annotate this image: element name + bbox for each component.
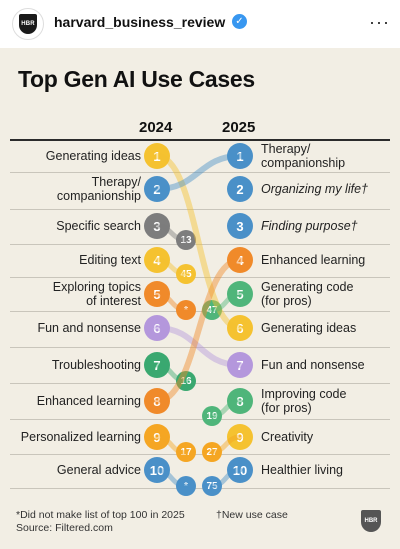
rank-2024-badge: 10 — [144, 457, 170, 483]
moved-rank-badge: 45 — [176, 264, 196, 284]
general-advice-line — [154, 467, 189, 489]
rank-2025-badge: 6 — [227, 315, 253, 341]
rank-2025-badge: 7 — [227, 352, 253, 378]
rank-2025-badge: 1 — [227, 143, 253, 169]
moved-rank-badge: 47 — [202, 300, 222, 320]
row-divider — [10, 244, 390, 245]
generating-code-line — [209, 291, 243, 313]
troubleshooting-line — [154, 362, 189, 384]
therapy-line — [154, 153, 243, 192]
rank-2024-badge: 1 — [144, 143, 170, 169]
rank-2024-badge: 7 — [144, 352, 170, 378]
rank-2024-badge: 4 — [144, 247, 170, 273]
rank-2024-badge: 6 — [144, 315, 170, 341]
row-divider — [10, 383, 390, 384]
fun-nonsense-line — [154, 325, 243, 368]
rank-2024-badge: 8 — [144, 388, 170, 414]
verified-badge-icon: ✓ — [232, 14, 247, 29]
rank-2024-badge: 9 — [144, 424, 170, 450]
rank-2025-badge: 9 — [227, 424, 253, 450]
use-case-2025-label: Improving code (for pros) — [261, 387, 347, 415]
use-case-2025-label: Organizing my life† — [261, 182, 368, 196]
specific-search-line — [154, 223, 189, 243]
row-divider — [10, 419, 390, 420]
avatar[interactable]: HBR — [12, 8, 44, 40]
column-header-2024: 2024 — [139, 119, 173, 136]
use-case-2024-label: Generating ideas — [45, 149, 141, 163]
moved-rank-badge: 27 — [202, 442, 222, 462]
rank-2024-badge: 2 — [144, 176, 170, 202]
infographic-title: Top Gen AI Use Cases — [18, 66, 255, 92]
editing-text-line — [154, 257, 189, 277]
personalized-learning-line — [154, 434, 189, 456]
use-case-2025-label: Generating code (for pros) — [261, 280, 354, 308]
moved-rank-badge: 16 — [176, 371, 196, 391]
rank-2025-badge: 8 — [227, 388, 253, 414]
rank-2024-badge: 5 — [144, 281, 170, 307]
use-case-2024-label: Troubleshooting — [51, 358, 141, 372]
healthier-living-line — [209, 467, 243, 489]
use-case-2024-label: General advice — [56, 463, 141, 477]
use-case-2024-label: Fun and nonsense — [37, 321, 141, 335]
rank-2024-badge: 3 — [144, 213, 170, 239]
rank-2025-badge: 2 — [227, 176, 253, 202]
hbr-logo: HBR — [361, 510, 381, 532]
row-divider — [10, 172, 390, 173]
use-case-2024-label: Personalized learning — [20, 430, 141, 444]
rank-2025-badge: 4 — [227, 247, 253, 273]
use-case-2025-label: Healthier living — [261, 463, 343, 477]
enhanced-learning-line — [154, 257, 243, 404]
generating-ideas-line — [154, 153, 243, 331]
exploring-topics-line — [154, 291, 189, 313]
use-case-2024-label: Enhanced learning — [36, 394, 141, 408]
use-case-2025-label: Fun and nonsense — [261, 358, 365, 372]
more-options-button[interactable]: ··· — [369, 12, 390, 32]
rank-connector-lines — [154, 153, 243, 489]
moved-rank-badge: 75 — [202, 476, 222, 496]
source-note: Source: Filtered.com — [16, 522, 113, 534]
use-case-2024-label: Exploring topics of interest — [52, 280, 141, 308]
row-divider — [10, 488, 390, 489]
footnote-new-use-case: †New use case — [216, 509, 288, 521]
rank-2025-badge: 3 — [227, 213, 253, 239]
hbr-shield-icon: HBR — [19, 14, 37, 34]
post-header: HBR harvard_business_review ✓ ··· — [0, 0, 400, 46]
use-case-2025-label: Creativity — [261, 430, 314, 444]
use-case-2024-label: Therapy/companionship — [56, 175, 141, 203]
moved-rank-badge: 17 — [176, 442, 196, 462]
row-divider — [10, 209, 390, 210]
row-divider — [10, 311, 390, 312]
row-divider — [10, 454, 390, 455]
use-case-2024-label: Specific search — [56, 219, 141, 233]
row-divider — [10, 277, 390, 278]
footnote-not-in-top-100: *Did not make list of top 100 in 2025 — [16, 509, 185, 521]
infographic: Top Gen AI Use Cases 2024 2025 *Did not … — [0, 48, 400, 549]
username[interactable]: harvard_business_review — [54, 14, 226, 30]
rank-2025-badge: 5 — [227, 281, 253, 307]
use-case-2025-label: Enhanced learning — [261, 253, 366, 267]
row-divider — [10, 347, 390, 348]
creativity-line — [209, 434, 243, 455]
use-case-2025-label: Finding purpose† — [261, 219, 358, 233]
use-case-2024-label: Editing text — [79, 253, 141, 267]
moved-rank-badge: * — [176, 476, 196, 496]
header-divider — [10, 139, 390, 141]
column-header-2025: 2025 — [222, 119, 256, 136]
moved-rank-badge: 19 — [202, 406, 222, 426]
improving-code-line — [209, 398, 243, 419]
rank-2025-badge: 10 — [227, 457, 253, 483]
use-case-2025-label: Therapy/companionship — [261, 142, 346, 170]
moved-rank-badge: * — [176, 300, 196, 320]
moved-rank-badge: 13 — [176, 230, 196, 250]
use-case-2025-label: Generating ideas — [261, 321, 357, 335]
